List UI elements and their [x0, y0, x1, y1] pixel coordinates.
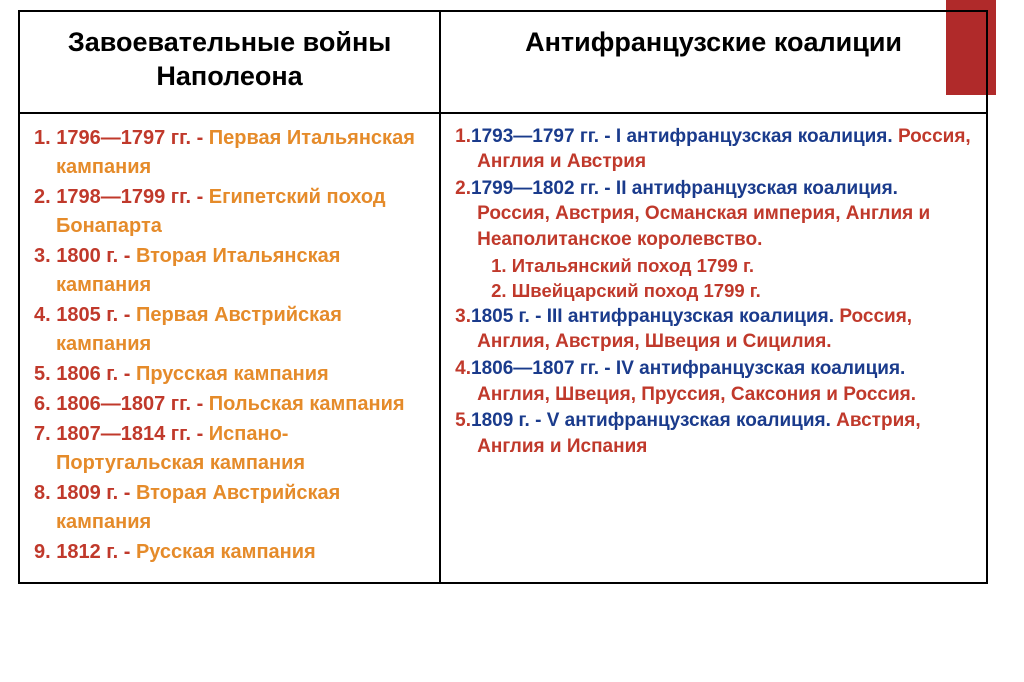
comparison-table: Завоевательные войны Наполеона Антифранц…	[18, 10, 988, 584]
item-desc: Русская кампания	[136, 541, 316, 563]
item-number: 9.	[34, 541, 56, 563]
coalition-item: 4.1806—1807 гг. - IV антифранцузская коа…	[455, 356, 972, 407]
war-item: 4. 1805 г. - Первая Австрийская кампания	[34, 301, 425, 359]
item-date: 1806—1807 гг.	[56, 393, 191, 415]
war-item: 5. 1806 г. - Прусская кампания	[34, 360, 425, 389]
sub-number: 1.	[491, 255, 512, 276]
sub-number: 2.	[491, 280, 512, 301]
wars-list: 1. 1796—1797 гг. - Первая Итальянская ка…	[34, 124, 425, 567]
item-desc-red: Англия, Швеция, Пруссия, Саксония и Росс…	[477, 384, 916, 405]
coalition-item: 5.1809 г. - V антифранцузская коалиция. …	[455, 408, 972, 459]
item-date: 1805 г.	[471, 306, 530, 327]
item-desc-blue: II антифранцузская коалиция.	[616, 178, 898, 199]
item-desc: Польская кампания	[209, 393, 405, 415]
item-number: 3.	[455, 306, 471, 327]
item-dash: -	[599, 358, 616, 379]
item-date: 1809 г.	[471, 410, 530, 431]
item-date: 1798—1799 гг.	[56, 186, 191, 208]
sub-text: Швейцарский поход 1799 г.	[512, 280, 761, 301]
item-number: 4.	[455, 358, 471, 379]
item-desc: Прусская кампания	[136, 363, 329, 385]
item-date: 1812 г.	[56, 541, 118, 563]
item-dash: -	[191, 393, 209, 415]
war-item: 1. 1796—1797 гг. - Первая Итальянская ка…	[34, 124, 425, 182]
sub-text: Итальянский поход 1799 г.	[512, 255, 754, 276]
item-dash: -	[191, 186, 209, 208]
item-date: 1800 г.	[56, 245, 118, 267]
item-date: 1809 г.	[56, 482, 118, 504]
item-desc-blue: V антифранцузская коалиция.	[547, 410, 836, 431]
item-dash: -	[118, 541, 136, 563]
item-number: 2.	[34, 186, 56, 208]
war-item: 7. 1807—1814 гг. - Испано-Португальская …	[34, 420, 425, 478]
header-row: Завоевательные войны Наполеона Антифранц…	[20, 12, 986, 114]
item-number: 6.	[34, 393, 56, 415]
item-date: 1796—1797 гг.	[56, 127, 191, 149]
item-desc-red: Россия, Австрия, Османская империя, Англ…	[477, 203, 930, 250]
war-item: 2. 1798—1799 гг. - Египетский поход Бона…	[34, 183, 425, 241]
item-number: 4.	[34, 304, 56, 326]
item-dash: -	[118, 363, 136, 385]
war-item: 9. 1812 г. - Русская кампания	[34, 538, 425, 567]
item-dash: -	[530, 410, 547, 431]
coalitions-list: 1.1793—1797 гг. - I антифранцузская коал…	[455, 124, 972, 460]
item-number: 2.	[455, 178, 471, 199]
item-dash: -	[599, 178, 616, 199]
item-desc-blue: III антифранцузская коалиция.	[547, 306, 840, 327]
item-number: 7.	[34, 423, 56, 445]
sub-item: 2. Швейцарский поход 1799 г.	[455, 279, 972, 304]
war-item: 3. 1800 г. - Вторая Итальянская кампания	[34, 242, 425, 300]
item-dash: -	[118, 304, 136, 326]
item-dash: -	[191, 127, 209, 149]
coalition-item: 1.1793—1797 гг. - I антифранцузская коал…	[455, 124, 972, 175]
item-date: 1793—1797 гг.	[471, 126, 599, 147]
left-header: Завоевательные войны Наполеона	[30, 26, 429, 94]
item-date: 1807—1814 гг.	[56, 423, 191, 445]
item-desc-blue: I антифранцузская коалиция.	[616, 126, 898, 147]
item-desc-blue: IV антифранцузская коалиция.	[616, 358, 905, 379]
item-dash: -	[191, 423, 209, 445]
coalition-item: 2.1799—1802 гг. - II антифранцузская коа…	[455, 176, 972, 253]
item-date: 1806—1807 гг.	[471, 358, 599, 379]
item-date: 1805 г.	[56, 304, 118, 326]
coalition-item: 3.1805 г. - III антифранцузская коалиция…	[455, 304, 972, 355]
war-item: 8. 1809 г. - Вторая Австрийская кампания	[34, 479, 425, 537]
item-dash: -	[118, 482, 136, 504]
item-number: 5.	[34, 363, 56, 385]
item-date: 1806 г.	[56, 363, 118, 385]
item-number: 8.	[34, 482, 56, 504]
body-row: 1. 1796—1797 гг. - Первая Итальянская ка…	[20, 114, 986, 582]
war-item: 6. 1806—1807 гг. - Польская кампания	[34, 390, 425, 419]
item-dash: -	[599, 126, 616, 147]
item-number: 1.	[34, 127, 56, 149]
item-dash: -	[530, 306, 547, 327]
item-number: 3.	[34, 245, 56, 267]
item-date: 1799—1802 гг.	[471, 178, 599, 199]
item-number: 5.	[455, 410, 471, 431]
sub-item: 1. Итальянский поход 1799 г.	[455, 254, 972, 279]
item-dash: -	[118, 245, 136, 267]
item-number: 1.	[455, 126, 471, 147]
right-header: Антифранцузские коалиции	[451, 26, 976, 60]
